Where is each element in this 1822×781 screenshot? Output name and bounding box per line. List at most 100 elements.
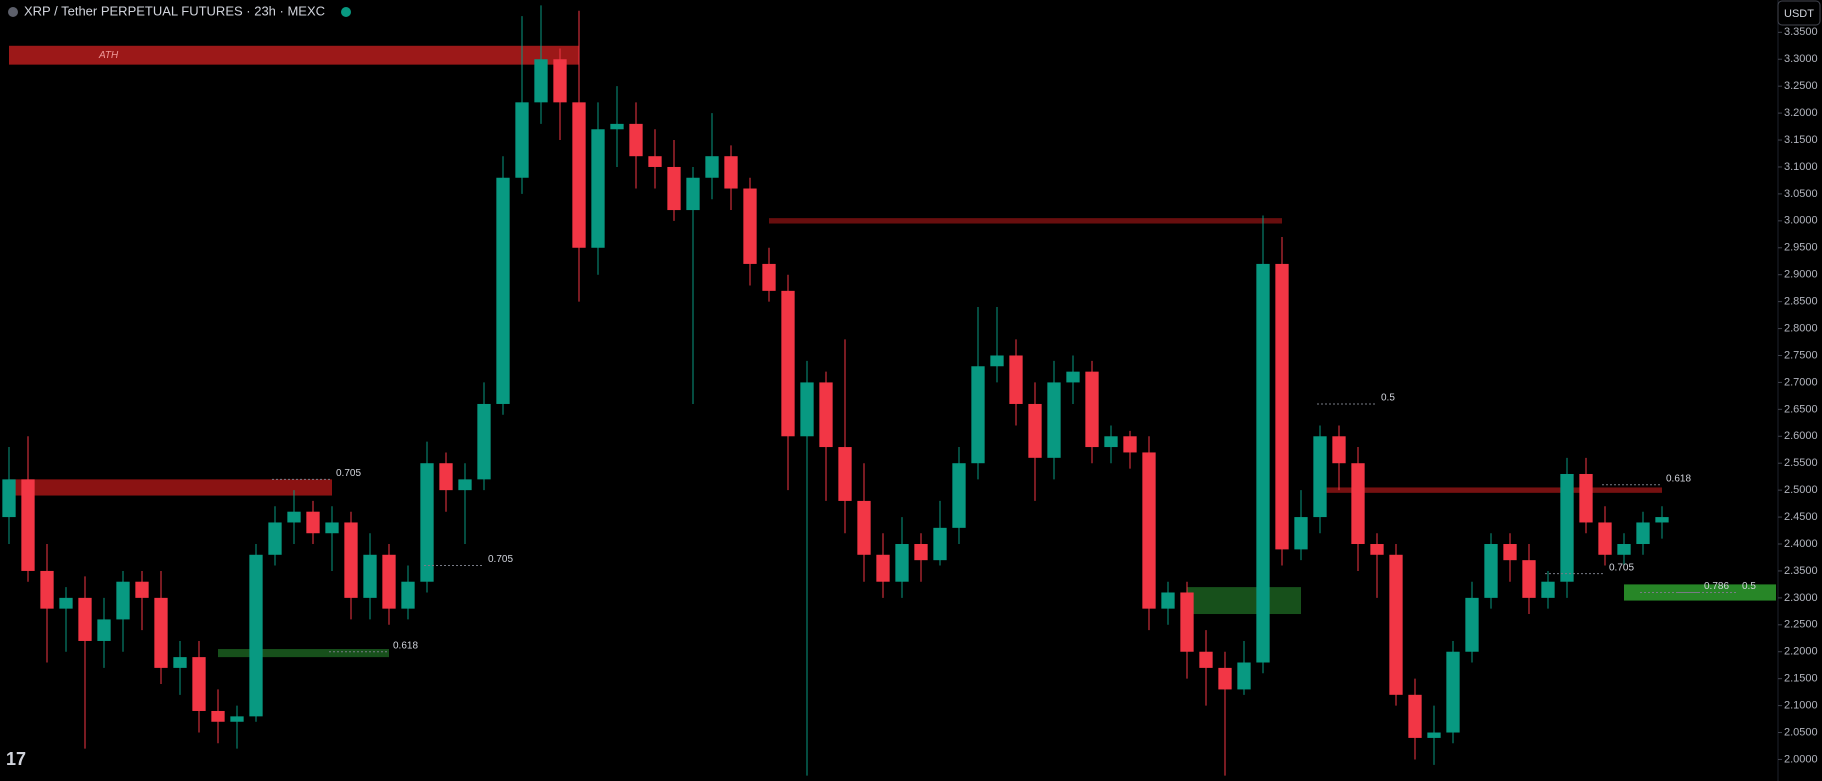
candle-body (135, 581, 149, 598)
y-tick-label: 3.0000 (1784, 215, 1818, 227)
currency-button[interactable] (1777, 0, 1821, 26)
y-tick-label: 2.9500 (1784, 242, 1818, 254)
candle-body (553, 59, 567, 103)
y-tick-label: 2.1000 (1784, 699, 1818, 711)
candle-body (1218, 667, 1232, 690)
candle-body (572, 102, 586, 248)
candle-body (800, 382, 814, 437)
y-tick-label: 3.1000 (1784, 161, 1818, 173)
candle-body (1408, 694, 1422, 738)
candle-body (40, 570, 54, 609)
candle-body (1237, 662, 1251, 690)
candle-body (1104, 436, 1118, 448)
candle-body (762, 263, 776, 291)
y-tick-label: 2.7000 (1784, 376, 1818, 388)
y-tick-label: 2.6500 (1784, 403, 1818, 415)
level-label: 0.705 (336, 468, 361, 479)
candle-body (1066, 371, 1080, 383)
status-dot (341, 7, 351, 17)
candle-body (1560, 473, 1574, 582)
candle-body (1484, 544, 1498, 598)
y-tick-label: 2.3500 (1784, 565, 1818, 577)
y-tick-label: 2.6000 (1784, 430, 1818, 442)
candle-body (1427, 732, 1441, 738)
candle-body (1123, 436, 1137, 453)
level-label: 0.5 (1381, 393, 1395, 404)
candle-body (382, 554, 396, 609)
candle-body (1161, 592, 1175, 609)
candle-body (1180, 592, 1194, 652)
y-tick-label: 2.9000 (1784, 269, 1818, 281)
y-tick-label: 2.0500 (1784, 726, 1818, 738)
candle-body (458, 479, 472, 491)
candle-body (971, 366, 985, 464)
candle-body (363, 554, 377, 598)
level-label: 0.786 (1704, 581, 1729, 592)
level-label: 0.618 (393, 640, 418, 651)
zone (769, 218, 1282, 224)
candle-body (534, 59, 548, 103)
candle-body (705, 156, 719, 178)
y-tick-label: 2.7500 (1784, 349, 1818, 361)
level-label: 0.705 (488, 554, 513, 565)
zone-label: ATH (98, 50, 119, 61)
price-axis: 2.0000 2.0500 2.1000 2.1500 2.2000 2.2500 2.30… (1777, 0, 1818, 781)
zone (1320, 487, 1662, 493)
candle-body (1655, 517, 1669, 523)
candle-body (876, 554, 890, 582)
candle-body (724, 156, 738, 189)
candle-body (1598, 522, 1612, 555)
symbol-icon (8, 7, 18, 17)
candle-body (2, 479, 16, 518)
candle-body (116, 581, 130, 620)
candle-body (838, 447, 852, 501)
candle-body (1446, 651, 1460, 733)
candle-body (211, 710, 225, 722)
zone (1187, 587, 1301, 615)
y-tick-label: 3.0500 (1784, 188, 1818, 200)
zone (218, 649, 389, 658)
candle-body (420, 463, 434, 582)
y-tick-label: 2.4000 (1784, 538, 1818, 550)
zone (9, 45, 579, 65)
candle-body (1199, 651, 1213, 668)
candle-body (401, 581, 415, 609)
currency-label[interactable]: USDT (1784, 8, 1814, 20)
y-tick-label: 3.2500 (1784, 80, 1818, 92)
y-tick-label: 2.0000 (1784, 753, 1818, 765)
candle-body (344, 522, 358, 598)
candle-body (439, 463, 453, 491)
candle-body (895, 544, 909, 582)
candle-body (515, 102, 529, 178)
y-tick-label: 2.5500 (1784, 457, 1818, 469)
y-tick-label: 3.3500 (1784, 26, 1818, 38)
candle-body (268, 522, 282, 555)
candle-body (21, 479, 35, 571)
level-label: 0.618 (1666, 473, 1691, 484)
y-tick-label: 3.1500 (1784, 134, 1818, 146)
level-label: 0.705 (1609, 562, 1634, 573)
candle-body (1370, 544, 1384, 555)
y-tick-label: 2.4500 (1784, 511, 1818, 523)
y-tick-label: 2.3000 (1784, 592, 1818, 604)
candle-body (1465, 597, 1479, 652)
candle-body (1541, 581, 1555, 598)
y-tick-label: 2.5000 (1784, 484, 1818, 496)
candle-body (1389, 554, 1403, 695)
candle-body (1028, 403, 1042, 458)
y-tick-label: 3.2000 (1784, 107, 1818, 119)
candle-body (192, 657, 206, 711)
candle-body (1009, 355, 1023, 404)
candle-body (914, 544, 928, 561)
candle-body (1636, 522, 1650, 545)
candle-body (1256, 263, 1270, 663)
candle-body (933, 527, 947, 561)
candle-body (952, 463, 966, 528)
level-label: 0.5 (1742, 581, 1756, 592)
candle-body (1617, 544, 1631, 555)
candle-body (325, 522, 339, 534)
candle-body (648, 156, 662, 167)
